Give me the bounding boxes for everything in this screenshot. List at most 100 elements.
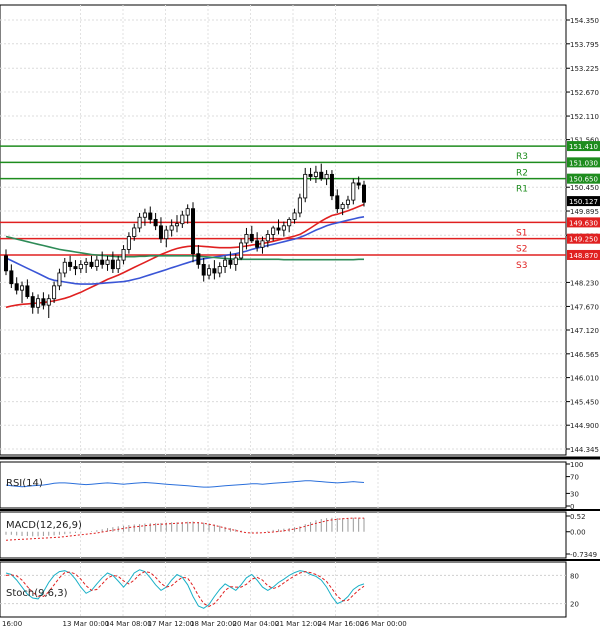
stoch-d-line	[5, 571, 365, 607]
candle-bull	[62, 261, 67, 274]
price-tick-label: 150.450	[570, 184, 599, 192]
candle-bear	[335, 195, 340, 210]
candle-bull	[292, 212, 297, 220]
candle-bull	[121, 249, 126, 261]
candle-bull	[164, 229, 169, 240]
candle-bull	[287, 218, 292, 227]
level-price-tag	[567, 233, 600, 244]
price-tick-label: 145.450	[570, 399, 599, 407]
level-price-tag	[567, 217, 600, 228]
candle-bull	[265, 233, 270, 242]
price-tick-label: 151.560	[570, 137, 599, 145]
candle-bear	[201, 264, 206, 276]
time-tick-label: 14 Mar 08:00	[105, 620, 152, 628]
time-tick-label: 18 Mar 20:00	[190, 620, 237, 628]
stoch-tick-label: 20	[570, 601, 579, 609]
candle-bull	[105, 259, 110, 265]
candle-bear	[148, 212, 153, 220]
candle-bear	[249, 233, 254, 242]
time-tick-label: 13 Mar 00:00	[63, 620, 110, 628]
price-tick-label: 144.345	[570, 446, 599, 454]
rsi-label: RSI(14)	[6, 478, 43, 489]
candle-bull	[244, 233, 249, 244]
candle-bull	[78, 264, 83, 270]
rsi-tick-label: 70	[570, 474, 579, 482]
price-tick-label: 154.350	[570, 17, 599, 25]
current-price-tag	[567, 196, 600, 207]
candle-bull	[324, 173, 329, 180]
time-tick-label: 20 Mar 04:00	[233, 620, 280, 628]
candle-bull	[260, 240, 265, 248]
candle-bull	[185, 208, 190, 216]
candle-bear	[14, 283, 19, 291]
level-price-label: 149.250	[569, 236, 598, 244]
time-tick-label: 24 Mar 16:00	[318, 620, 365, 628]
macd-signal-line	[5, 517, 364, 541]
level-price-label: 148.870	[569, 252, 598, 260]
stoch-label: Stoch(9,6,3)	[6, 588, 68, 599]
candle-bull	[351, 182, 356, 201]
price-tick-label: 146.010	[570, 375, 599, 383]
candle-bear	[41, 298, 46, 306]
candle-bear	[329, 173, 334, 197]
rsi-line	[5, 480, 365, 488]
candle-bull	[169, 225, 174, 231]
time-tick-label: 16:00	[2, 620, 22, 628]
candle-bull	[36, 298, 41, 308]
price-tick-label: 147.120	[570, 327, 599, 335]
candle-bear	[89, 261, 94, 267]
rsi-tick-label: 30	[570, 490, 579, 498]
candle-bull	[340, 203, 345, 210]
candle-bull	[303, 173, 308, 199]
candle-bear	[361, 184, 367, 203]
candle-bull	[174, 223, 179, 227]
price-tick-label: 152.670	[570, 89, 599, 97]
panel-frame	[0, 4, 567, 456]
level-price-tag	[567, 249, 600, 260]
candle-bear	[212, 268, 217, 274]
level-price-tag	[567, 173, 600, 184]
macd-tick-label: -0.7349	[570, 551, 597, 559]
candle-bull	[217, 266, 222, 274]
current-price-label: 150.127	[569, 198, 598, 206]
candle-bear	[110, 259, 115, 270]
level-price-label: 150.650	[569, 176, 598, 184]
moving-average-line	[5, 235, 364, 261]
time-tick-label: 21 Mar 12:00	[275, 620, 322, 628]
candle-bear	[196, 253, 201, 265]
candle-bull	[233, 257, 238, 265]
macd-label: MACD(12,26,9)	[6, 520, 82, 531]
candle-bull	[281, 225, 286, 231]
candle-bear	[68, 261, 73, 267]
candle-bull	[223, 259, 228, 267]
candle-bull	[20, 285, 25, 291]
candle-bull	[57, 272, 62, 287]
panel-frame	[0, 511, 567, 559]
candle-bear	[153, 218, 158, 227]
candle-bull	[239, 242, 244, 259]
candle-bear	[25, 285, 30, 297]
price-tick-label: 152.110	[570, 113, 599, 121]
candle-bull	[313, 171, 318, 177]
panel-frame	[0, 561, 567, 618]
candle-bull	[142, 212, 147, 218]
level-price-tag	[567, 141, 600, 152]
candle-bull	[137, 216, 142, 229]
moving-average-line	[5, 203, 365, 309]
candle-bull	[345, 199, 350, 205]
candle-bull	[271, 227, 276, 235]
level-name-r2: R2	[516, 168, 528, 178]
candle-bear	[308, 173, 313, 177]
moving-average-line	[5, 216, 365, 285]
candle-bear	[100, 259, 105, 265]
price-tick-label: 153.795	[570, 41, 599, 49]
level-name-r1: R1	[516, 185, 528, 195]
candle-bull	[126, 236, 131, 250]
price-tick-label: 147.670	[570, 303, 599, 311]
macd-tick-label: 0.52	[570, 513, 586, 521]
candle-bear	[73, 266, 78, 270]
candle-bull	[207, 268, 212, 276]
time-tick-label: 26 Mar 00:00	[360, 620, 407, 628]
